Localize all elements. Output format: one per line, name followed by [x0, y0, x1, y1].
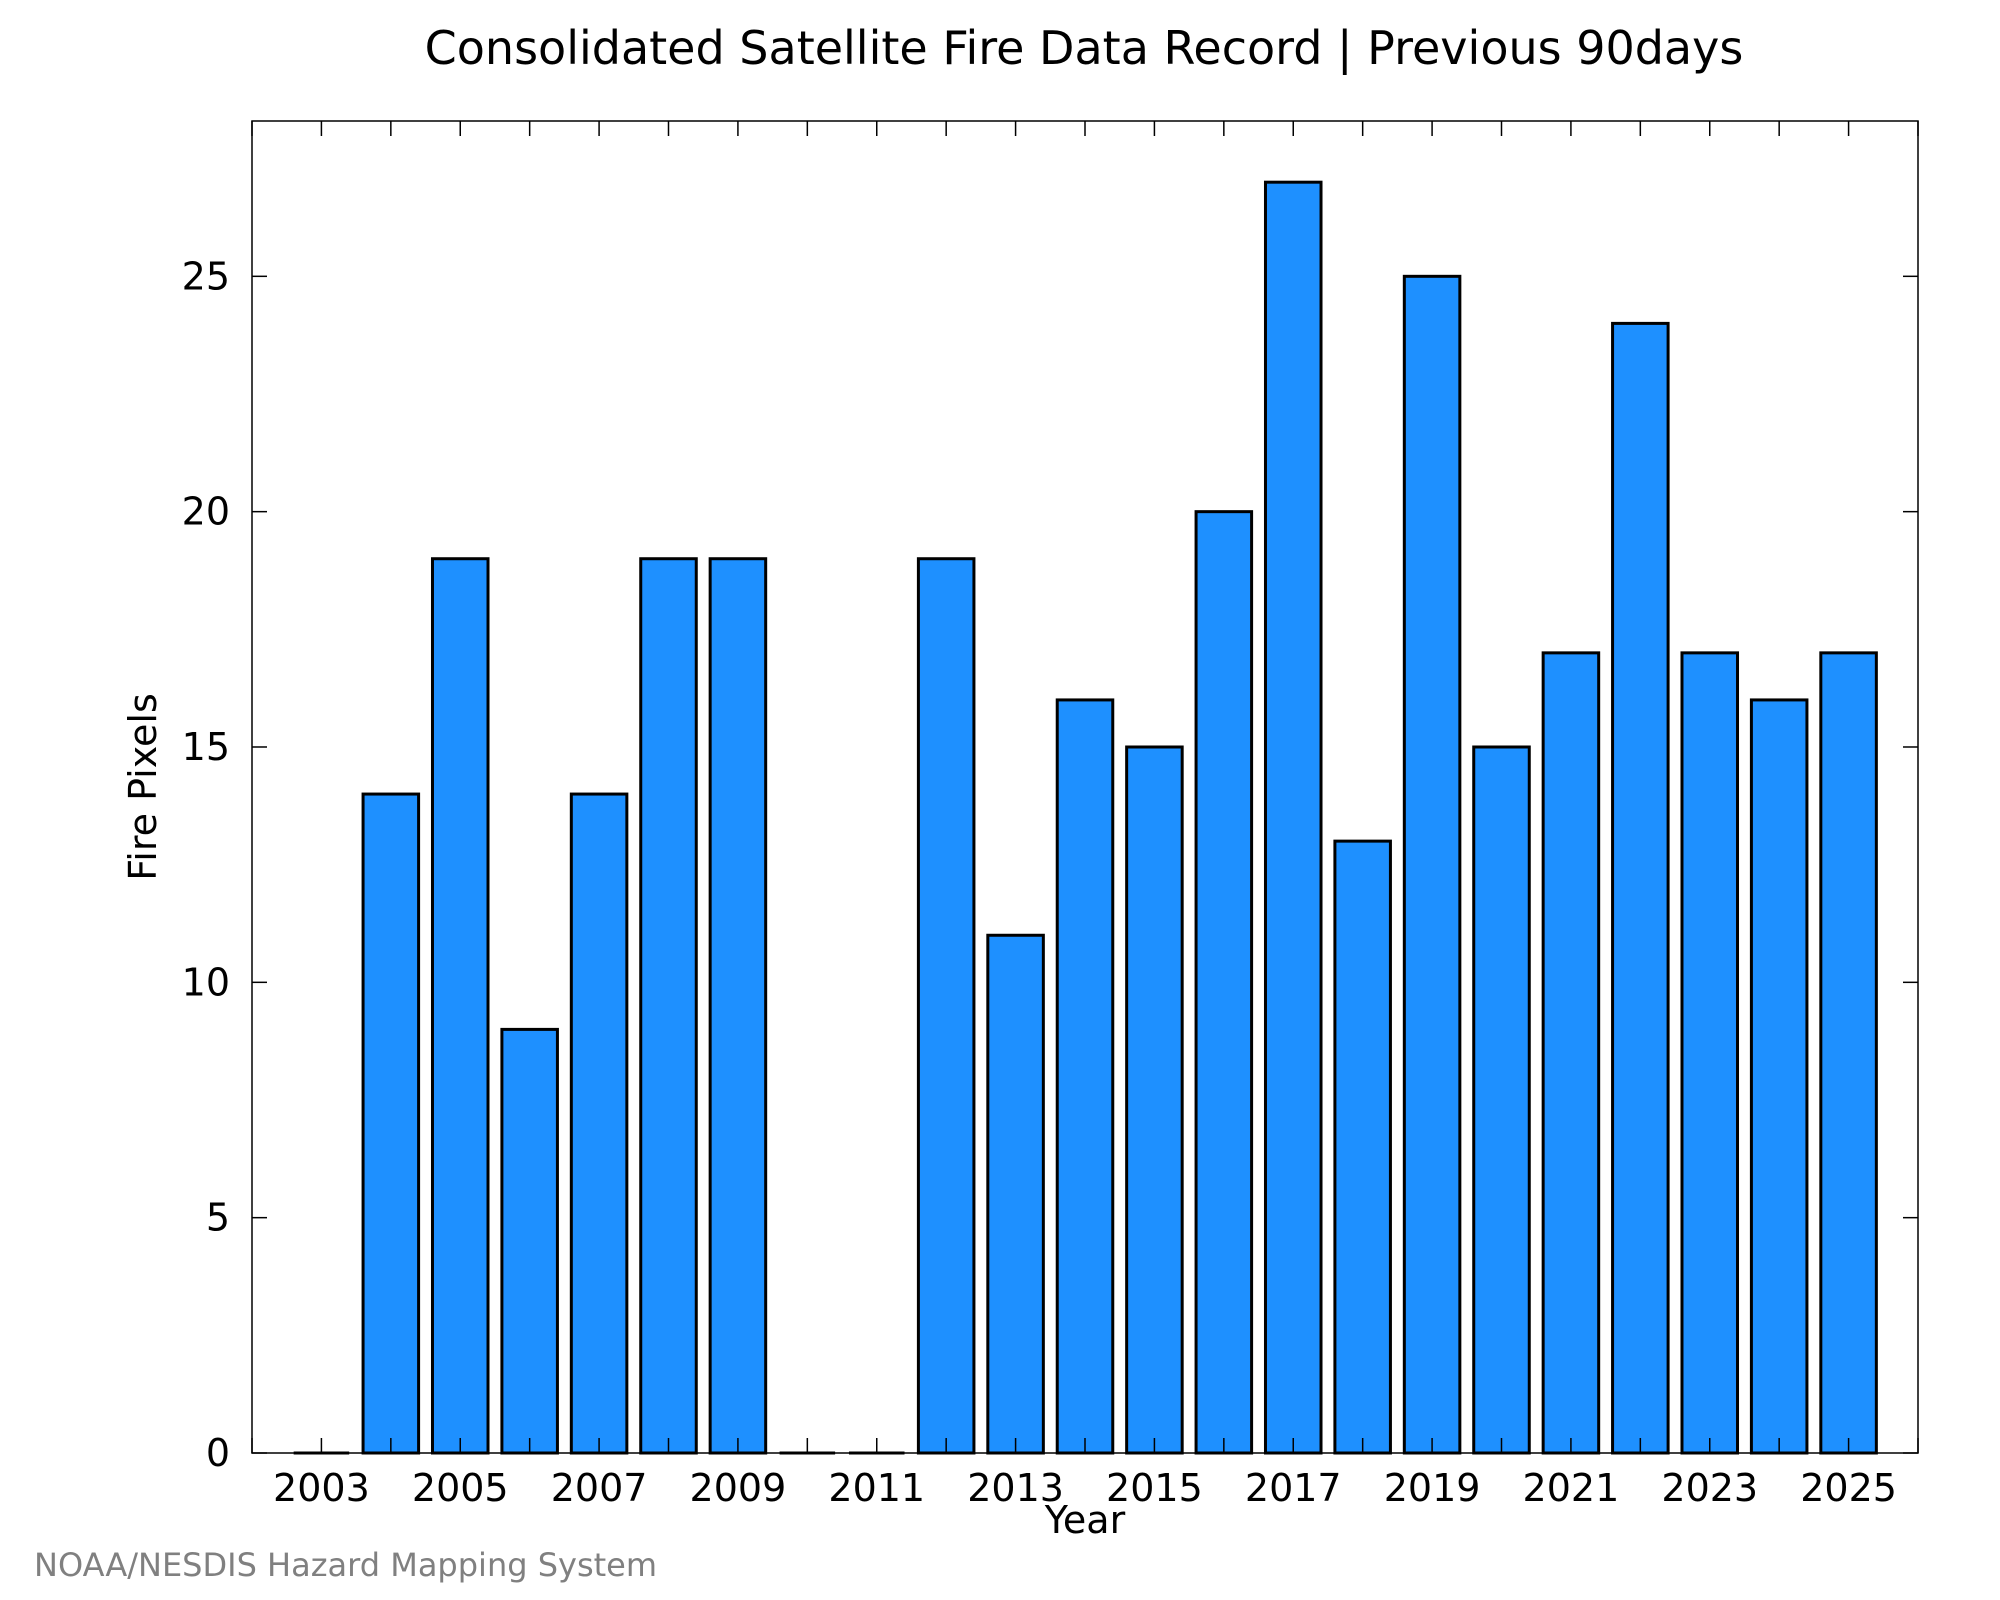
x-tick-label-2025: 2025	[1800, 1466, 1897, 1510]
y-tick-label-20: 20	[182, 490, 230, 534]
x-tick-label-2019: 2019	[1384, 1466, 1481, 1510]
bar-2024	[1749, 698, 1809, 1455]
bar-2007	[569, 792, 629, 1455]
bar-2021	[1541, 651, 1601, 1455]
x-tick-label-2021: 2021	[1523, 1466, 1620, 1510]
y-tick-label-15: 15	[182, 725, 230, 769]
x-tick-label-2009: 2009	[690, 1466, 787, 1510]
bar-2020	[1472, 745, 1531, 1455]
bar-2023	[1680, 651, 1740, 1455]
y-tick-label-25: 25	[182, 254, 230, 298]
bar-2009	[708, 557, 768, 1455]
bar-2022	[1611, 321, 1670, 1455]
bar-2012	[916, 557, 976, 1455]
y-axis-label: Fire Pixels	[121, 693, 165, 881]
bar-2008	[639, 557, 698, 1455]
y-axis-ticks: 0 5 10 15 20 25	[182, 254, 1918, 1475]
bar-2025	[1819, 651, 1878, 1455]
y-tick-label-5: 5	[206, 1196, 230, 1240]
bars-group	[293, 180, 1878, 1455]
x-tick-label-2005: 2005	[412, 1466, 509, 1510]
y-tick-label-10: 10	[182, 960, 230, 1004]
bar-2016	[1194, 510, 1254, 1455]
x-tick-label-2003: 2003	[273, 1466, 370, 1510]
bar-2019	[1402, 274, 1462, 1455]
bar-2014	[1055, 698, 1115, 1455]
x-axis-ticks: 2003 2005 2007 2009 2011 2013 2015 2017 2019 2021…	[251, 121, 1919, 1510]
bar-2015	[1125, 745, 1184, 1455]
x-tick-label-2023: 2023	[1661, 1466, 1758, 1510]
bar-2017	[1263, 180, 1323, 1455]
x-axis-label: Year	[1044, 1498, 1126, 1542]
x-tick-label-2013: 2013	[967, 1466, 1064, 1510]
x-tick-label-2011: 2011	[828, 1466, 925, 1510]
x-tick-label-2007: 2007	[551, 1466, 648, 1510]
bar-2018	[1333, 839, 1392, 1455]
bar-2005	[430, 557, 490, 1455]
x-tick-label-2015: 2015	[1106, 1466, 1203, 1510]
chart-title: Consolidated Satellite Fire Data Record …	[425, 21, 1744, 76]
y-tick-label-0: 0	[206, 1431, 230, 1475]
credit-text: NOAA/NESDIS Hazard Mapping System	[34, 1546, 657, 1584]
bar-2004	[361, 792, 421, 1455]
bar-2013	[986, 933, 1045, 1455]
bar-2006	[500, 1027, 559, 1455]
x-tick-label-2017: 2017	[1245, 1466, 1342, 1510]
